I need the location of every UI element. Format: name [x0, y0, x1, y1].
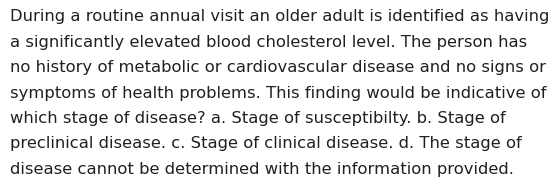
Text: which stage of disease? a. Stage of susceptibilty. b. Stage of: which stage of disease? a. Stage of susc…: [10, 111, 506, 126]
Text: symptoms of health problems. This finding would be indicative of: symptoms of health problems. This findin…: [10, 86, 546, 101]
Text: no history of metabolic or cardiovascular disease and no signs or: no history of metabolic or cardiovascula…: [10, 60, 546, 75]
Text: During a routine annual visit an older adult is identified as having: During a routine annual visit an older a…: [10, 9, 550, 24]
Text: a significantly elevated blood cholesterol level. The person has: a significantly elevated blood cholester…: [10, 35, 527, 50]
Text: preclinical disease. c. Stage of clinical disease. d. The stage of: preclinical disease. c. Stage of clinica…: [10, 136, 522, 151]
Text: disease cannot be determined with the information provided.: disease cannot be determined with the in…: [10, 162, 514, 177]
